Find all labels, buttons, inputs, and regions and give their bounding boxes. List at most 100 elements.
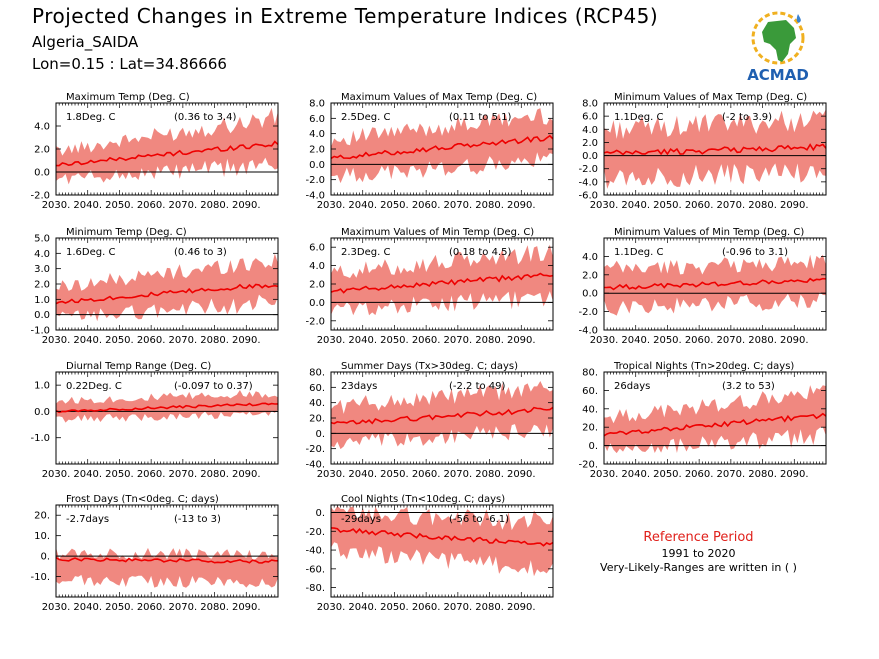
x-tick-label: 2040. <box>73 335 102 346</box>
x-tick-label: 2060. <box>412 200 441 211</box>
y-tick-label: 80. <box>309 368 325 379</box>
change-value: 1.1Deg. C <box>614 247 663 258</box>
x-tick-label: 2090. <box>507 469 536 480</box>
ensemble-mean-line <box>55 140 279 167</box>
likely-range: (-0.96 to 3.1) <box>722 247 788 258</box>
y-tick-label: 2.0 <box>309 280 325 291</box>
y-tick-label: 4.0 <box>34 122 50 133</box>
x-tick-label: 2080. <box>748 335 777 346</box>
x-tick-label: 2070. <box>444 602 473 613</box>
y-tick-label: 4.0 <box>582 125 598 136</box>
x-tick-label: 2040. <box>621 469 650 480</box>
x-tick-label: 2070. <box>717 335 746 346</box>
x-tick-label: 2060. <box>412 469 441 480</box>
chart-title: Maximum Values of Max Temp (Deg. C) <box>341 92 537 103</box>
change-value: 1.8Deg. C <box>66 112 115 123</box>
x-tick-label: 2030. <box>317 602 346 613</box>
chart-panel-su: Summer Days (Tx>30deg. C; days) 2030. 2040… <box>305 361 554 480</box>
x-tick-label: 2050. <box>653 469 682 480</box>
x-tick-label: 2080. <box>200 469 229 480</box>
y-tick-label: 6.0 <box>309 114 325 125</box>
chart-title: Diurnal Temp Range (Deg. C) <box>66 361 211 372</box>
chart-title: Maximum Temp (Deg. C) <box>66 92 190 103</box>
x-tick-label: 2060. <box>137 200 166 211</box>
y-tick-label: -4.0 <box>578 326 598 337</box>
station-name: Algeria_SAIDA <box>32 33 139 51</box>
y-tick-label: 3.0 <box>34 264 50 275</box>
x-tick-label: 2050. <box>105 335 134 346</box>
x-tick-label: 2080. <box>748 200 777 211</box>
likely-range: (0.46 to 3) <box>174 247 227 258</box>
x-tick-label: 2050. <box>380 335 409 346</box>
chart-title: Maximum Values of Min Temp (Deg. C) <box>341 227 534 238</box>
x-tick-label: 2040. <box>73 200 102 211</box>
x-tick-label: 2070. <box>169 335 198 346</box>
y-tick-label: 6.0 <box>309 243 325 254</box>
x-tick-label: 2090. <box>507 335 536 346</box>
x-tick-label: 2040. <box>348 469 377 480</box>
change-value: 23days <box>341 381 377 392</box>
chart-panel-txx: Maximum Values of Max Temp (Deg. C) 2030.… <box>305 92 554 211</box>
x-tick-label: 2080. <box>475 602 504 613</box>
likely-range: (0.36 to 3.4) <box>174 112 236 123</box>
ensemble-mean-line <box>55 556 279 564</box>
x-tick-label: 2090. <box>780 335 809 346</box>
change-value: 2.3Deg. C <box>341 247 390 258</box>
x-tick-label: 2070. <box>717 469 746 480</box>
x-tick-label: 2040. <box>348 200 377 211</box>
x-tick-label: 2070. <box>169 200 198 211</box>
x-tick-label: 2090. <box>507 200 536 211</box>
x-tick-label: 2070. <box>169 469 198 480</box>
chart-title: Minimum Values of Max Temp (Deg. C) <box>614 92 807 103</box>
chart-title: Minimum Values of Min Temp (Deg. C) <box>614 227 804 238</box>
y-tick-label: 4.0 <box>582 252 598 263</box>
uncertainty-band <box>331 505 553 577</box>
reference-title: Reference Period <box>643 530 754 545</box>
x-tick-label: 2050. <box>653 335 682 346</box>
x-tick-label: 2060. <box>412 602 441 613</box>
x-tick-label: 2080. <box>200 602 229 613</box>
y-tick-label: 0.0 <box>309 160 325 171</box>
y-tick-label: -10. <box>30 572 50 583</box>
x-tick-label: 2050. <box>105 200 134 211</box>
reference-years: 1991 to 2020 <box>661 547 736 560</box>
x-tick-label: 2080. <box>200 335 229 346</box>
y-tick-label: -2.0 <box>305 175 325 186</box>
y-tick-label: -40. <box>305 546 325 557</box>
chart-title: Cool Nights (Tn<10deg. C; days) <box>341 494 505 505</box>
x-tick-label: 2080. <box>748 469 777 480</box>
x-tick-label: 2030. <box>590 469 619 480</box>
y-tick-label: 1.0 <box>34 381 50 392</box>
y-tick-label: 0. <box>40 552 50 563</box>
chart-panel-txx-mean: Maximum Temp (Deg. C) 2030. 2040. 2050. 2060… <box>30 92 279 211</box>
y-tick-label: 80. <box>582 368 598 379</box>
africa-map-logo-icon <box>751 11 805 65</box>
x-tick-label: 2060. <box>685 335 714 346</box>
y-tick-label: -2.0 <box>578 307 598 318</box>
y-tick-label: 60. <box>582 386 598 397</box>
chart-panel-fd: Frost Days (Tn<0deg. C; days)2030. 2040. 2… <box>30 494 279 613</box>
x-tick-label: 2060. <box>137 335 166 346</box>
x-tick-label: 2050. <box>653 200 682 211</box>
change-value: 1.1Deg. C <box>614 112 663 123</box>
y-tick-label: -6.0 <box>578 191 598 202</box>
x-tick-label: 2060. <box>685 200 714 211</box>
change-value: 2.5Deg. C <box>341 112 390 123</box>
y-tick-label: -1.0 <box>30 433 50 444</box>
x-tick-label: 2050. <box>380 602 409 613</box>
likely-range: (0.11 to 5.1) <box>449 112 511 123</box>
x-tick-label: 2030. <box>317 200 346 211</box>
uncertainty-band <box>331 244 553 316</box>
x-tick-label: 2070. <box>717 200 746 211</box>
uncertainty-band <box>56 253 278 322</box>
y-tick-label: -2.0 <box>578 164 598 175</box>
page-title: Projected Changes in Extreme Temperature… <box>32 4 659 28</box>
ensemble-mean-line <box>55 283 279 305</box>
y-tick-label: -4.0 <box>578 177 598 188</box>
chart-title: Minimum Temp (Deg. C) <box>66 227 187 238</box>
x-tick-label: 2040. <box>73 469 102 480</box>
uncertainty-band <box>56 390 278 423</box>
y-tick-label: 6.0 <box>582 112 598 123</box>
y-tick-label: -20. <box>305 444 325 455</box>
y-tick-label: -2.0 <box>30 191 50 202</box>
